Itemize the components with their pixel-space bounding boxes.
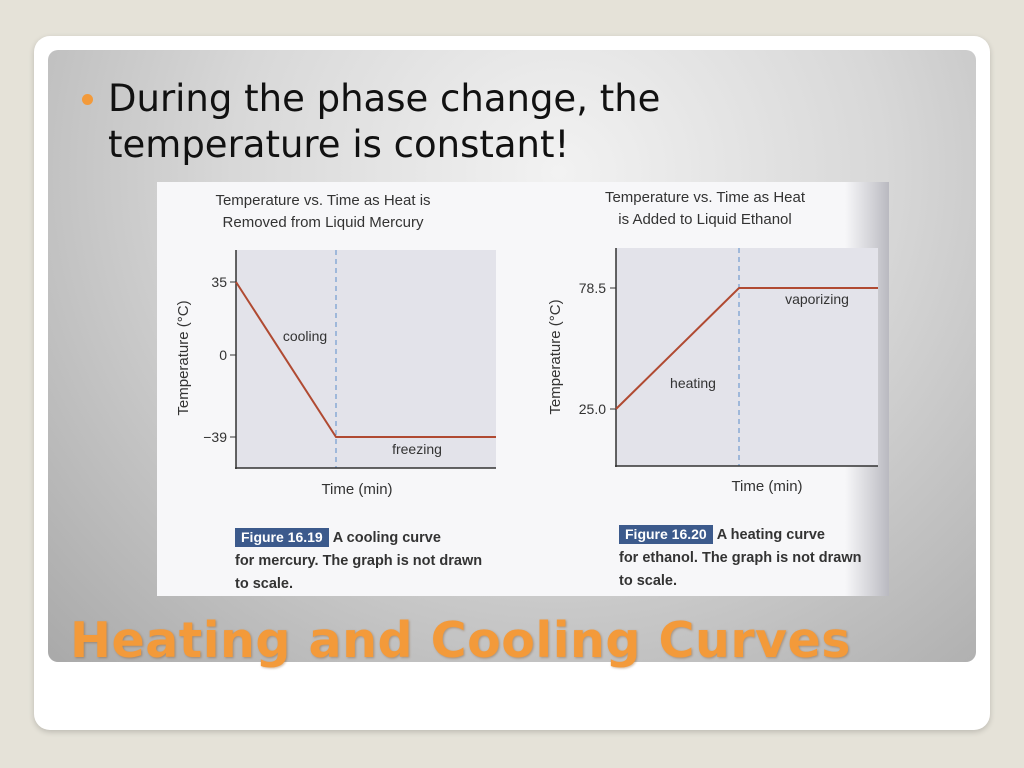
cooling-figure-badge: Figure 16.19 [235,528,329,547]
heating-y-label: Temperature (°C) [547,299,564,414]
heating-caption-line2: for ethanol. The graph is not drawn [619,550,862,566]
slide-title: Heating and Cooling Curves [70,612,851,669]
heating-caption: Figure 16.20 A heating curve for ethanol.… [619,524,889,593]
heating-annotation: heating [670,375,716,391]
heating-curve-line [615,287,878,410]
cooling-plot-area [236,250,496,468]
cooling-curve-line [235,281,496,438]
heating-caption-line3: to scale. [619,573,678,589]
freezing-annotation: freezing [392,441,442,457]
cooling-caption-line2: for mercury. The graph is not drawn [235,553,483,569]
heating-chart: Temperature vs. Time as Heat is Added to… [547,189,878,495]
cooling-caption-line1: A cooling curve [332,530,441,546]
bullet-icon [82,94,93,105]
cooling-x-label: Time (min) [321,481,392,498]
heating-chart-title-line1: Temperature vs. Time as Heat [605,189,806,206]
cooling-tick-label-neg39: −39 [203,429,227,445]
heating-chart-title-line2: is Added to Liquid Ethanol [618,211,791,228]
cooling-caption: Figure 16.19 A cooling curve for mercury.… [235,527,515,596]
cooling-tick-label-35: 35 [211,274,227,290]
heating-figure-badge: Figure 16.20 [619,525,713,544]
heating-x-label: Time (min) [731,478,802,495]
cooling-y-label: Temperature (°C) [175,300,192,415]
cooling-caption-line3: to scale. [235,576,294,592]
bullet-text: During the phase change, the temperature… [108,77,661,166]
textbook-figure: Temperature vs. Time as Heat is Removed … [157,182,889,596]
vaporizing-annotation: vaporizing [785,291,849,307]
figures-svg: Temperature vs. Time as Heat is Removed … [175,189,878,498]
cooling-chart: Temperature vs. Time as Heat is Removed … [175,192,496,498]
cooling-annotation: cooling [283,328,327,344]
cooling-chart-title-line1: Temperature vs. Time as Heat is [215,192,430,209]
heating-caption-line1: A heating curve [716,527,825,543]
heating-tick-label-25: 25.0 [579,401,606,417]
cooling-tick-label-0: 0 [219,347,227,363]
cooling-chart-title-line2: Removed from Liquid Mercury [223,214,424,231]
heating-plot-area [616,248,878,466]
heating-tick-label-78: 78.5 [579,280,606,296]
